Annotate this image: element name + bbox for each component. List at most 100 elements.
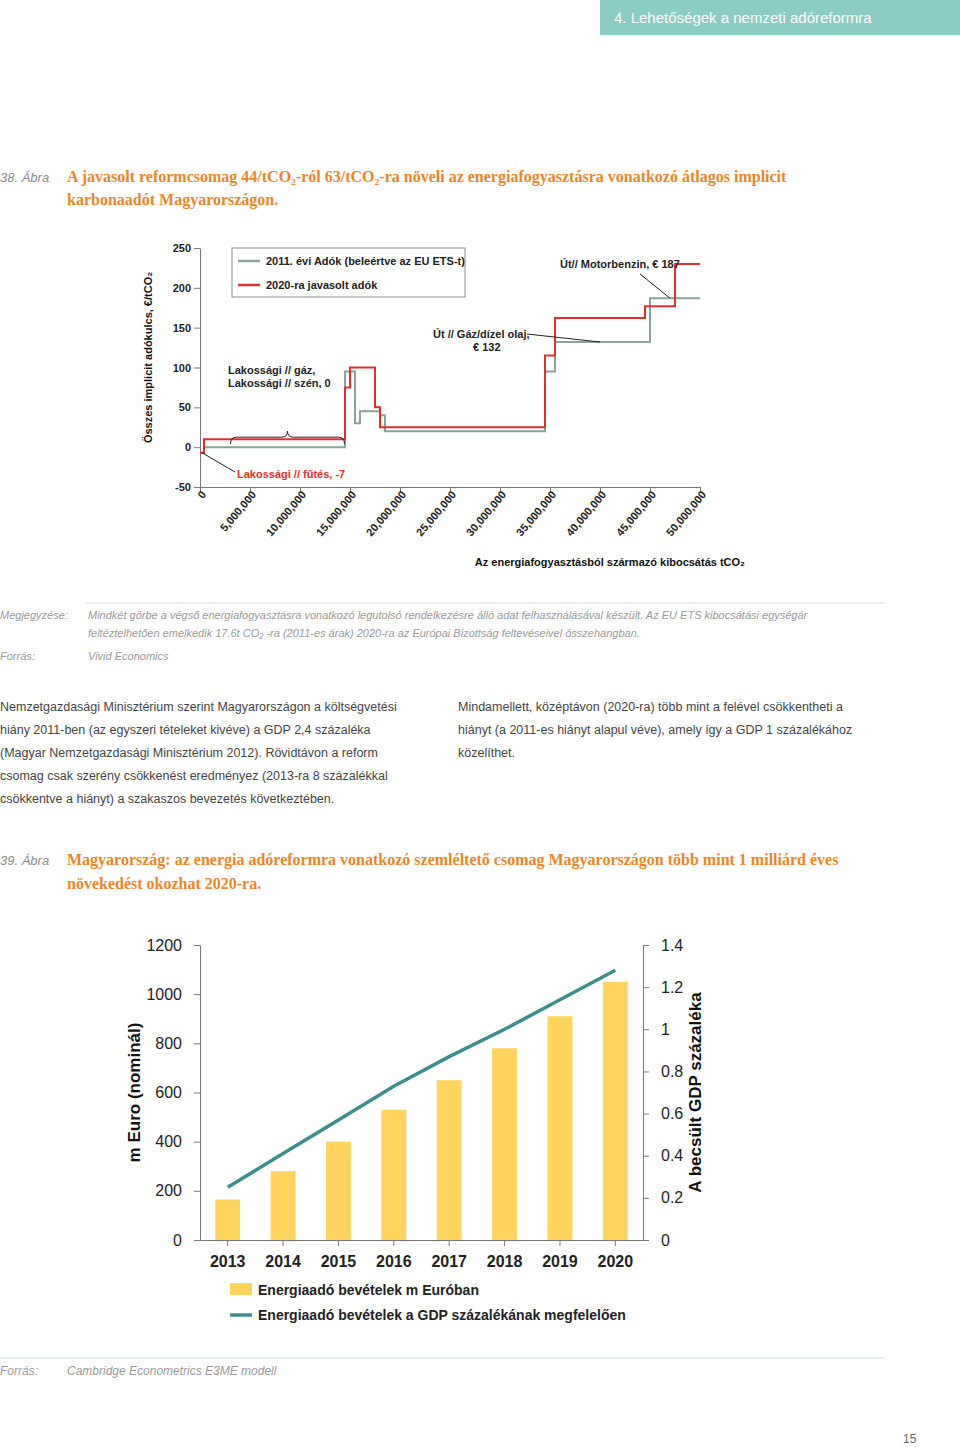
tick-label: 800 <box>155 1035 182 1052</box>
series-line <box>228 970 616 1187</box>
tick: 0.4 <box>643 1147 683 1164</box>
source-label: Forrás: <box>0 650 35 662</box>
tick-mark <box>559 1240 560 1246</box>
tick: 600 <box>155 1084 200 1101</box>
bar <box>492 1048 517 1240</box>
legend-label: 2011. évi Adók (beleértve az EU ETS-t) <box>266 255 465 267</box>
legend-swatch <box>230 1283 252 1295</box>
page-number: 15 <box>903 1432 917 1446</box>
x-axis-title: Az energiafogyasztásból származó kibocsá… <box>475 556 745 568</box>
tick: 250 <box>173 242 200 254</box>
legend-label: Energiaadó bevételek m Euróban <box>258 1282 479 1298</box>
tick-label: 0 <box>185 441 191 453</box>
annotations: Út// Motorbenzin, € 187Út // Gáz/dízel o… <box>202 258 680 480</box>
tick: 45,000,000 <box>614 487 659 538</box>
tick-mark <box>393 1240 394 1246</box>
tick-label: 1000 <box>146 986 182 1003</box>
tick: 2020 <box>598 1240 634 1270</box>
tick: 100 <box>173 362 200 374</box>
tick-label: 45,000,000 <box>614 488 659 538</box>
tick: 0.8 <box>643 1063 683 1080</box>
note-label: Megjegyzése: <box>0 609 68 621</box>
body-text: csomag csak szerény csökkenést eredménye… <box>0 769 388 783</box>
rule <box>0 1358 885 1359</box>
axis: 0 0.2 0.4 0.6 0.8 1 1.2 1.4 <box>643 937 683 1249</box>
y2-axis-title: A becsült GDP százaléka <box>686 992 705 1193</box>
source-text: Vivid Economics <box>88 650 169 662</box>
tick-mark <box>227 1240 228 1246</box>
tick-label: 1.2 <box>661 979 683 996</box>
tick-label: 0 <box>661 1232 670 1249</box>
legend: Energiaadó bevételek m EuróbanEnergiaadó… <box>230 1282 626 1323</box>
source-text: Cambridge Econometrics E3ME modell <box>67 1364 277 1378</box>
chart-2: 02004006008001000120000.20.40.60.811.21.… <box>125 937 705 1323</box>
tick: 30,000,000 <box>464 487 509 538</box>
tick: 200 <box>155 1182 200 1199</box>
tick: 2019 <box>542 1240 578 1270</box>
tick-mark <box>338 1240 339 1246</box>
tick-mark <box>194 1043 200 1044</box>
header-band <box>600 0 960 35</box>
annotation: Út// Motorbenzin, € 187 <box>560 258 680 270</box>
tick-label: 0.6 <box>661 1105 683 1122</box>
tick-label: 1 <box>661 1021 670 1038</box>
legend-swatch <box>238 260 260 263</box>
legend-swatch <box>230 1313 252 1317</box>
tick-label: 5,000,000 <box>218 488 259 533</box>
bar <box>603 982 628 1240</box>
tick-mark <box>194 368 200 369</box>
tick-mark <box>194 328 200 329</box>
tick-mark <box>194 945 200 946</box>
annotation: Lakossági // szén, 0 <box>228 377 331 389</box>
figure-title: növekedést okozhat 2020-ra. <box>67 875 261 892</box>
tick-mark <box>194 1142 200 1143</box>
figure-title: Magyarország: az energia adóreformra von… <box>67 851 838 869</box>
bar <box>437 1080 462 1240</box>
tick: 0 <box>173 1232 200 1249</box>
series-line <box>200 298 700 453</box>
tick-label: 0 <box>173 1232 182 1249</box>
axis-line <box>643 946 644 1241</box>
annotation-brace <box>231 431 345 444</box>
tick-mark <box>449 1240 450 1246</box>
tick-label: 50,000,000 <box>664 488 709 538</box>
annotation-leader <box>202 453 235 472</box>
page-svg: 4. Lehetőségek a nemzeti adóreformra38. … <box>0 0 960 1447</box>
tick-mark <box>194 447 200 448</box>
body-text: hiányt (a 2011-es hiányt alapul véve), a… <box>458 723 852 737</box>
tick: 0.2 <box>643 1189 683 1206</box>
legend-box <box>232 248 465 297</box>
note-text: feltéztelhetően emelkedik 17.6t CO₂ -ra … <box>88 627 640 639</box>
tick-mark <box>643 1114 649 1115</box>
tick-mark <box>194 1093 200 1094</box>
tick: 150 <box>173 322 200 334</box>
tick: 2017 <box>431 1240 467 1270</box>
tick: 1000 <box>146 986 200 1003</box>
annotation-leader <box>527 334 600 342</box>
tick: 35,000,000 <box>514 487 559 538</box>
tick-mark <box>643 1240 649 1241</box>
tick-label: 10,000,000 <box>264 488 309 538</box>
tick: 0.6 <box>643 1105 683 1122</box>
tick: 0 <box>643 1232 670 1249</box>
annotation: € 132 <box>473 341 501 353</box>
bar <box>215 1199 240 1240</box>
tick: 0 <box>195 487 208 501</box>
tick-mark <box>643 1029 649 1030</box>
annotation-leader <box>640 274 670 298</box>
legend-swatch <box>238 284 260 287</box>
tick-label: 0.2 <box>661 1189 683 1206</box>
tick-mark <box>643 1071 649 1072</box>
annotation: Lakossági // gáz, <box>228 364 315 376</box>
tick-label: 200 <box>155 1182 182 1199</box>
axis: 05,000,00010,000,00015,000,00020,000,000… <box>195 487 708 538</box>
tick: 2014 <box>265 1240 301 1270</box>
tick-label: 400 <box>155 1133 182 1150</box>
tick: 50,000,000 <box>664 487 709 538</box>
axis-line <box>201 1240 644 1241</box>
tick-mark <box>643 1156 649 1157</box>
tick-mark <box>643 1198 649 1199</box>
tick: 25,000,000 <box>414 487 459 538</box>
tick: 1 <box>643 1021 670 1038</box>
tick-label: 1.4 <box>661 937 683 954</box>
